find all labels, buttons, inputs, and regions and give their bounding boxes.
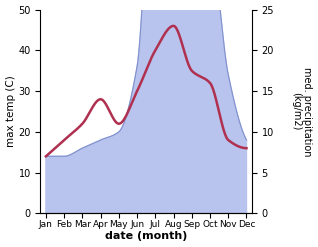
Y-axis label: max temp (C): max temp (C) — [5, 76, 16, 147]
Y-axis label: med. precipitation
(kg/m2): med. precipitation (kg/m2) — [291, 67, 313, 156]
X-axis label: date (month): date (month) — [105, 231, 187, 242]
